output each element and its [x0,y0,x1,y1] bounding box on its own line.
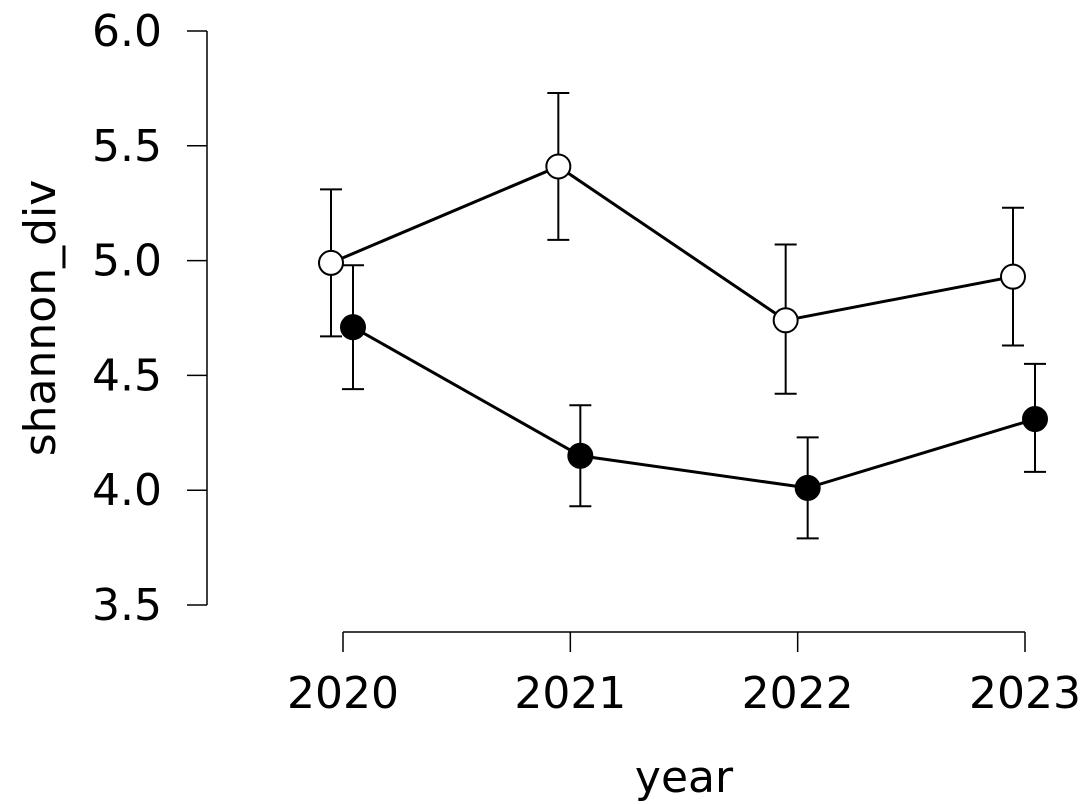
data-point [567,442,594,469]
series-2 [340,264,1048,540]
x-tick-label: 2023 [969,668,1081,719]
series-1 [318,91,1026,395]
x-tick-label: 2021 [514,668,626,719]
data-point [1022,406,1048,433]
x-tick-label: 2020 [287,668,399,719]
data-point [545,153,572,180]
series-line [330,164,1014,322]
data-point [318,249,344,276]
data-point [1000,263,1026,290]
data-point [340,314,366,341]
y-tick-label: 6.0 [92,6,162,57]
y-tick-label: 5.5 [92,121,162,172]
series-layer [318,91,1048,540]
y-tick-label: 4.0 [92,465,162,516]
data-point [772,307,799,334]
series-line [352,325,1036,490]
y-tick-label: 3.5 [92,580,162,631]
y-axis: 3.5 4.0 4.5 5.0 5.5 6.0 [92,6,208,631]
x-tick-label: 2022 [742,668,854,719]
x-axis: 2020 2021 2022 2023 [287,631,1081,719]
x-axis-title: year [635,752,734,803]
y-tick-label: 5.0 [92,236,162,287]
y-tick-label: 4.5 [92,350,162,401]
y-axis-title: shannon_div [15,180,66,457]
data-point [794,474,821,501]
